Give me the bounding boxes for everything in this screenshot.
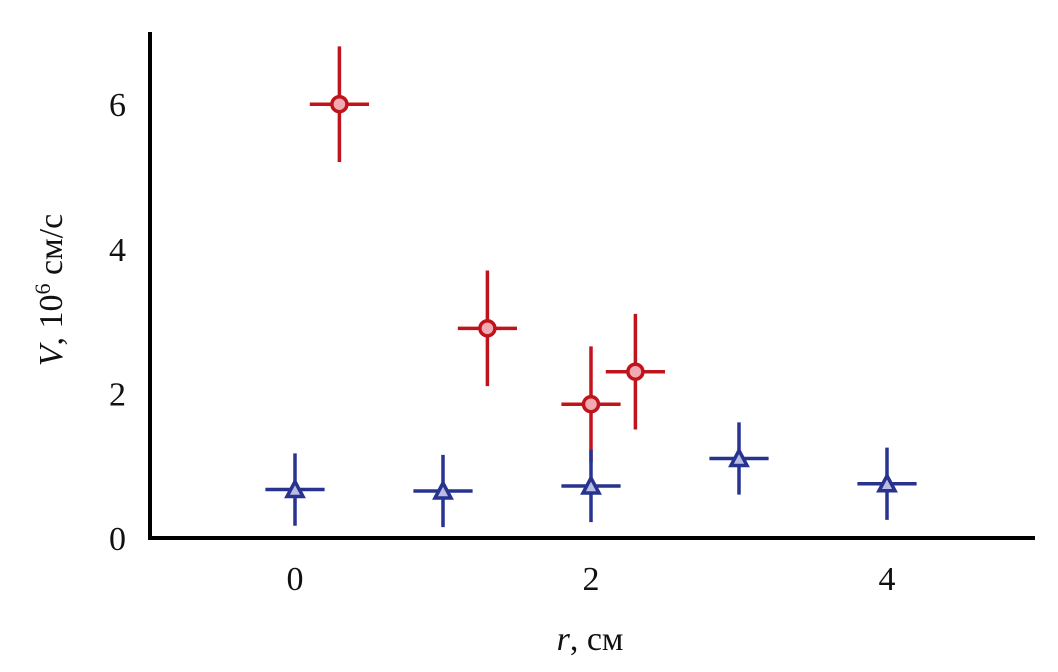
data-point <box>457 270 517 387</box>
data-point <box>413 454 473 528</box>
triangle-marker <box>580 474 602 495</box>
y-tick-label: 6 <box>109 87 126 124</box>
x-tick-label: 0 <box>287 561 304 598</box>
data-point <box>709 422 769 495</box>
data-point <box>561 346 621 463</box>
series-triangles <box>265 422 917 528</box>
data-point <box>265 453 325 526</box>
x-tick-label: 4 <box>879 561 896 598</box>
y-tick-label: 0 <box>109 521 126 558</box>
triangle-marker <box>728 446 750 468</box>
circle-marker <box>330 94 349 114</box>
series-circles <box>309 46 665 463</box>
x-tick-label: 2 <box>583 561 600 598</box>
circle-marker <box>478 319 497 338</box>
data-point <box>561 449 621 523</box>
x-axis-label: r, см <box>557 621 624 658</box>
triangle-marker <box>432 479 454 500</box>
y-tick-label: 2 <box>109 376 126 413</box>
data-point <box>857 447 917 520</box>
data-point <box>309 46 369 163</box>
y-axis-label: V, 106 см/с <box>30 214 70 366</box>
y-tick-label: 4 <box>109 232 126 269</box>
circle-marker <box>626 362 645 381</box>
triangle-marker <box>284 477 306 499</box>
data-point <box>605 313 665 430</box>
circle-marker <box>581 394 601 414</box>
triangle-marker <box>876 472 898 493</box>
